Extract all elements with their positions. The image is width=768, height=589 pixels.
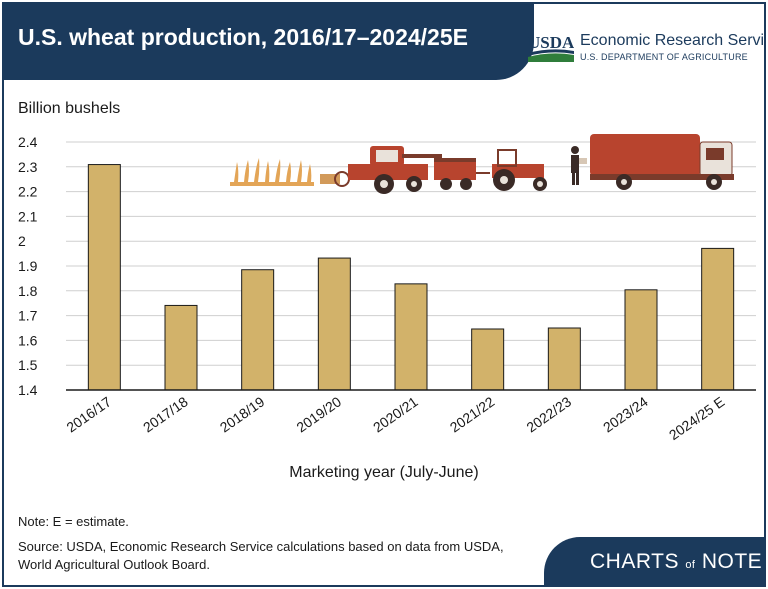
bar: [624, 289, 658, 391]
x-tick-label: 2018/19: [217, 393, 268, 435]
usda-logo: USDA: [528, 33, 574, 62]
bar: [701, 247, 735, 391]
bar: [164, 304, 198, 391]
x-tick-label: 2021/22: [447, 393, 498, 435]
brand-word-of: of: [685, 559, 696, 571]
bar: [87, 164, 121, 391]
usda-logo-text: USDA: [528, 33, 574, 52]
x-tick-label: 2016/17: [63, 393, 114, 435]
y-tick-label: 1.7: [18, 308, 38, 324]
x-tick-label: 2022/23: [523, 393, 574, 435]
bar: [547, 327, 581, 391]
y-tick-label: 1.6: [18, 332, 38, 348]
y-tick-label: 1.9: [18, 258, 38, 274]
grain-cart-icon: [434, 158, 490, 190]
grain-truck-icon: [590, 134, 734, 190]
chart-header: U.S. wheat production, 2016/17–2024/25E …: [4, 4, 764, 80]
combine-harvester-icon: [320, 146, 442, 194]
y-tick-label: 1.5: [18, 357, 38, 373]
farmer-icon: [571, 146, 587, 185]
bar: [317, 257, 351, 391]
y-tick-label: 2: [18, 233, 26, 249]
bars: [87, 164, 735, 391]
brand-word-charts: CHARTS: [590, 550, 679, 573]
y-tick-labels: 1.4 1.5 1.6 1.7 1.8 1.9 2 2.1 2.2 2.3 2.4: [18, 134, 38, 398]
y-tick-label: 2.4: [18, 134, 38, 150]
bar: [394, 283, 428, 391]
tractor-icon: [492, 149, 547, 191]
y-tick-label: 2.1: [18, 208, 38, 224]
farm-illustration: [230, 134, 734, 194]
brand-band: [544, 537, 764, 585]
x-tick-label: 2023/24: [600, 393, 651, 435]
org-name: Economic Research Service: [580, 32, 766, 49]
usda-logo-field-bottom: [528, 53, 574, 62]
brand-word-note: NOTE: [701, 550, 763, 573]
x-tick-label: 2019/20: [293, 393, 344, 435]
bar: [241, 269, 275, 391]
bar: [471, 328, 505, 391]
x-tick-label: 2017/18: [140, 393, 191, 435]
charts-of-note-logo: CHARTS of NOTE: [590, 550, 762, 574]
x-tick-labels: 2016/17 2017/18 2018/19 2019/20 2020/21 2021/…: [63, 393, 727, 443]
org-department: U.S. DEPARTMENT OF AGRICULTURE: [580, 52, 748, 62]
x-tick-label: 2024/25 E: [666, 393, 727, 443]
usda-logo-field-top: [528, 49, 574, 56]
chart-note: Note: E = estimate.: [18, 514, 129, 529]
y-axis-title: Billion bushels: [18, 100, 121, 117]
chart-title: U.S. wheat production, 2016/17–2024/25E: [18, 24, 468, 50]
y-tick-label: 1.4: [18, 382, 38, 398]
chart-source: Source: USDA, Economic Research Service …: [18, 539, 504, 572]
x-tick-label: 2020/21: [370, 393, 421, 435]
wheat-field-icon: [230, 158, 314, 186]
bar-chart: 1.41.51.61.71.81.922.12.22.32.4 2016/17 2…: [18, 134, 756, 443]
y-tick-label: 2.2: [18, 184, 38, 200]
y-tick-label: 2.3: [18, 159, 38, 175]
y-tick-label: 1.8: [18, 283, 38, 299]
x-axis-title: Marketing year (July-June): [289, 464, 479, 481]
title-band: U.S. wheat production, 2016/17–2024/25E: [4, 4, 534, 80]
